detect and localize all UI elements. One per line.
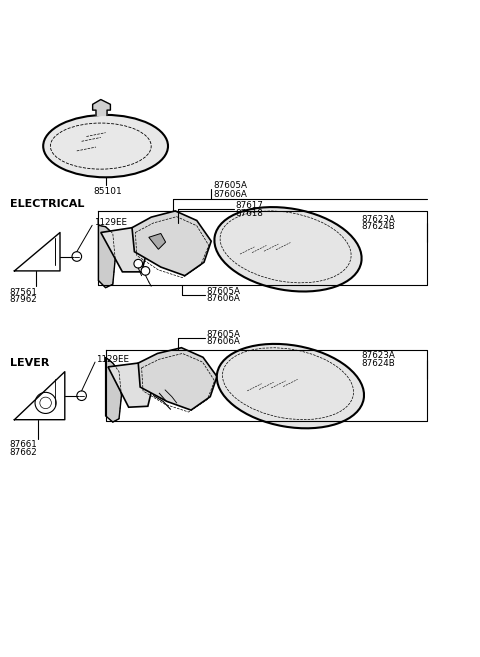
- Polygon shape: [98, 225, 115, 288]
- Polygon shape: [93, 100, 110, 116]
- Text: 87623A: 87623A: [361, 215, 395, 223]
- Text: 1129EE: 1129EE: [94, 218, 127, 227]
- Ellipse shape: [217, 344, 364, 428]
- Ellipse shape: [43, 115, 168, 177]
- Polygon shape: [132, 211, 211, 276]
- Text: 87605A: 87605A: [206, 286, 240, 296]
- Text: 85101: 85101: [94, 187, 122, 196]
- Circle shape: [77, 391, 86, 401]
- Text: 87661: 87661: [10, 440, 37, 449]
- Text: 87662: 87662: [10, 448, 37, 457]
- Text: 87617: 87617: [235, 201, 263, 210]
- Text: 87605A: 87605A: [206, 330, 240, 339]
- Text: 87624B: 87624B: [361, 359, 395, 368]
- Text: 87618: 87618: [235, 209, 263, 218]
- Polygon shape: [108, 363, 154, 407]
- Text: 87606A: 87606A: [214, 190, 248, 198]
- Polygon shape: [138, 348, 217, 410]
- Text: 87606A: 87606A: [206, 338, 240, 346]
- Text: 1129EE: 1129EE: [96, 355, 129, 364]
- Circle shape: [141, 267, 150, 275]
- Circle shape: [134, 260, 143, 268]
- Polygon shape: [149, 233, 166, 249]
- Polygon shape: [106, 357, 121, 422]
- Ellipse shape: [215, 207, 361, 292]
- Circle shape: [72, 252, 82, 261]
- Polygon shape: [101, 228, 148, 272]
- Text: ELECTRICAL: ELECTRICAL: [10, 198, 84, 209]
- Text: 87624B: 87624B: [361, 222, 395, 231]
- Text: 87623A: 87623A: [361, 351, 395, 360]
- Text: LEVER: LEVER: [10, 358, 49, 368]
- Text: 87962: 87962: [10, 295, 37, 304]
- Text: 87605A: 87605A: [214, 181, 248, 191]
- Text: 87561: 87561: [10, 288, 37, 296]
- Text: 87606A: 87606A: [206, 294, 240, 304]
